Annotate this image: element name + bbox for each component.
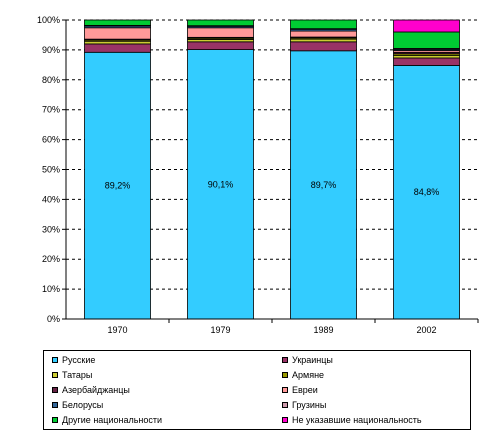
legend-label: Армяне [292,370,325,380]
legend-swatch [282,402,288,408]
y-tick-label: 10% [42,284,60,294]
y-tick-label: 100% [37,15,60,25]
legend-swatch [282,357,288,363]
legend-item: Русские [52,354,95,366]
bar-segment [290,19,357,30]
y-tick-label: 20% [42,254,60,264]
bar-segment [187,27,254,38]
data-labels: 89,2% 90,1% 89,7% 84,8% [105,179,440,197]
bar-segment [290,41,357,52]
y-tick-label: 80% [42,75,60,85]
legend-item: Не указавшие национальность [282,414,422,426]
legend-label: Другие национальности [62,415,163,425]
bar-segment [84,43,151,53]
x-tick-label: 1979 [210,325,230,335]
data-label: 89,2% [105,181,131,191]
bar-segment [290,30,357,38]
bar-segment [290,50,357,320]
legend-item: Евреи [282,384,318,396]
y-tick-label: 40% [42,194,60,204]
legend-swatch [52,387,58,393]
legend-item: Другие национальности [52,414,162,426]
bar-segment [393,31,460,49]
bar-segment [84,40,151,45]
legend-swatch [282,372,288,378]
legend-swatch [52,417,58,423]
data-label: 90,1% [208,179,234,189]
bar-segment [187,49,254,320]
legend-swatch [282,387,288,393]
bar-segment [187,19,254,27]
legend-item: Украинцы [282,354,333,366]
axes: 0% 10% 20% 30% 40% 50% 60% 70% 80% 90% 100% 1970 197… [37,15,479,335]
legend-swatch [52,357,58,363]
legend-item: Татары [52,369,92,381]
data-label: 84,8% [414,187,440,197]
data-label: 89,7% [311,180,337,190]
bars [84,19,460,320]
legend-item: Азербайджанцы [52,384,130,396]
bar-segment [393,57,460,66]
x-tick-label: 1989 [313,325,333,335]
y-tick-label: 90% [42,45,60,55]
legend-label: Евреи [292,385,318,395]
legend-item: Грузины [282,399,326,411]
legend-label: Белорусы [62,400,104,410]
bar-segment [84,19,151,26]
legend-label: Украинцы [292,355,333,365]
bar-segment [393,19,460,33]
legend-item: Армяне [282,369,324,381]
bar-segment [84,27,151,40]
bar-segment [290,38,357,43]
legend-item: Белорусы [52,399,103,411]
bar-segment [187,41,254,51]
legend-swatch [52,402,58,408]
legend-label: Татары [62,370,93,380]
x-tick-label: 1970 [107,325,127,335]
legend-swatch [52,372,58,378]
y-tick-label: 0% [47,314,60,324]
x-tick-label: 2002 [416,325,436,335]
legend-swatch [282,417,288,423]
y-tick-label: 70% [42,105,60,115]
y-tick-label: 50% [42,165,60,175]
legend-label: Грузины [292,400,327,410]
legend: Русские Украинцы Татары Армяне Азербайджанцы… [43,350,471,430]
y-tick-label: 30% [42,224,60,234]
legend-label: Не указавшие национальность [292,415,422,425]
bar-segment [393,65,460,320]
legend-label: Русские [62,355,96,365]
legend-label: Азербайджанцы [62,385,130,395]
y-tick-label: 60% [42,135,60,145]
